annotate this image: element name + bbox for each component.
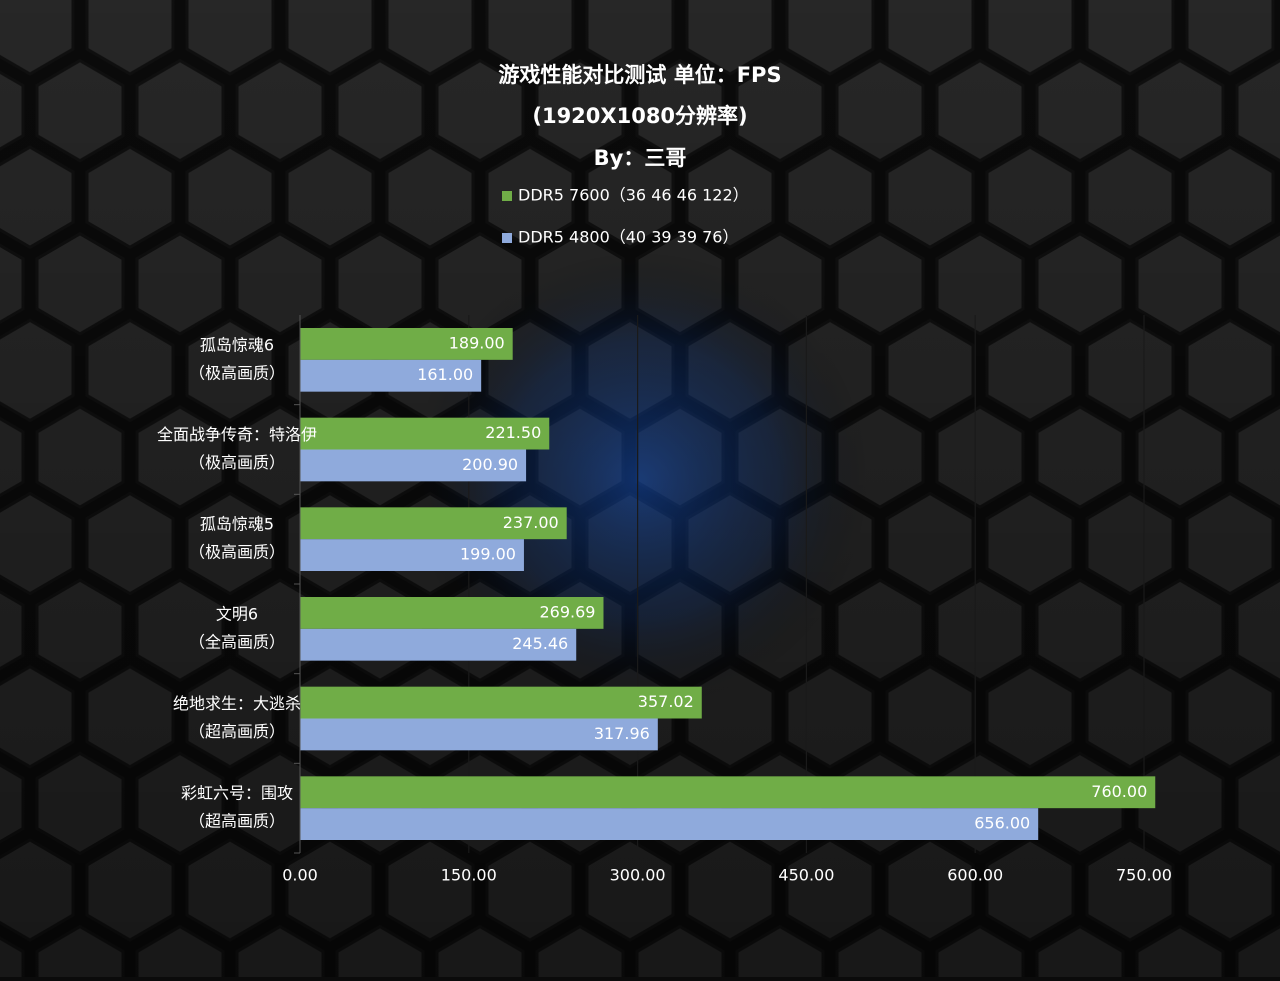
bar bbox=[300, 449, 527, 482]
value-label: 317.96 bbox=[594, 724, 650, 743]
y-tick-label: （超高画质） bbox=[189, 722, 285, 741]
bar bbox=[300, 628, 577, 661]
bar bbox=[300, 359, 482, 392]
bar bbox=[300, 718, 658, 751]
value-label: 656.00 bbox=[974, 814, 1030, 833]
value-label: 200.90 bbox=[462, 455, 518, 474]
value-label: 161.00 bbox=[417, 365, 473, 384]
value-label: 245.46 bbox=[512, 634, 568, 653]
value-label: 199.00 bbox=[460, 545, 516, 564]
y-tick-label: 文明6 bbox=[216, 604, 258, 623]
value-label: 221.50 bbox=[485, 423, 541, 442]
x-tick-label: 450.00 bbox=[778, 866, 834, 885]
legend-swatch bbox=[502, 233, 512, 243]
legend-swatch bbox=[502, 191, 512, 201]
grid bbox=[468, 315, 1145, 853]
bar bbox=[300, 808, 1039, 840]
y-tick-label: （极高画质） bbox=[189, 363, 285, 382]
x-tick-label: 150.00 bbox=[441, 866, 497, 885]
value-label: 760.00 bbox=[1091, 782, 1147, 801]
legend-label: DDR5 4800（40 39 39 76） bbox=[518, 228, 738, 247]
y-tick-label: （全高画质） bbox=[189, 632, 285, 651]
bars: 189.00 161.00 221.50 200.90 237.00 199.00 269.… bbox=[300, 328, 1156, 840]
bar bbox=[300, 417, 550, 450]
y-tick-label: （极高画质） bbox=[189, 543, 285, 562]
y-tick-label: （极高画质） bbox=[189, 453, 285, 472]
legend-label: DDR5 7600（36 46 46 122） bbox=[518, 186, 749, 205]
bar bbox=[300, 776, 1156, 809]
y-tick-label: 绝地求生：大逃杀 bbox=[173, 694, 301, 713]
x-tick-label: 300.00 bbox=[610, 866, 666, 885]
y-tick-label: （超高画质） bbox=[189, 812, 285, 831]
bar bbox=[300, 686, 702, 719]
y-tick-label: 彩虹六号：围攻 bbox=[181, 784, 293, 803]
x-tick-label: 750.00 bbox=[1116, 866, 1172, 885]
chart-subtitle: (1920X1080分辨率) bbox=[532, 104, 747, 128]
bar bbox=[300, 597, 604, 629]
chart-author: By：三哥 bbox=[594, 146, 687, 170]
chart-title: 游戏性能对比测试 单位：FPS bbox=[498, 63, 781, 87]
value-label: 189.00 bbox=[449, 333, 505, 352]
bar bbox=[300, 507, 567, 540]
x-tick-label: 0.00 bbox=[282, 866, 318, 885]
y-tick-label: 全面战争传奇：特洛伊 bbox=[157, 425, 317, 444]
value-label: 269.69 bbox=[540, 602, 596, 621]
bar bbox=[300, 539, 524, 571]
bar bbox=[300, 328, 513, 360]
x-tick-label: 600.00 bbox=[947, 866, 1003, 885]
y-tick-label: 孤岛惊魂5 bbox=[200, 515, 274, 534]
value-label: 357.02 bbox=[638, 692, 694, 711]
value-label: 237.00 bbox=[503, 513, 559, 532]
y-tick-label: 孤岛惊魂6 bbox=[200, 335, 274, 354]
